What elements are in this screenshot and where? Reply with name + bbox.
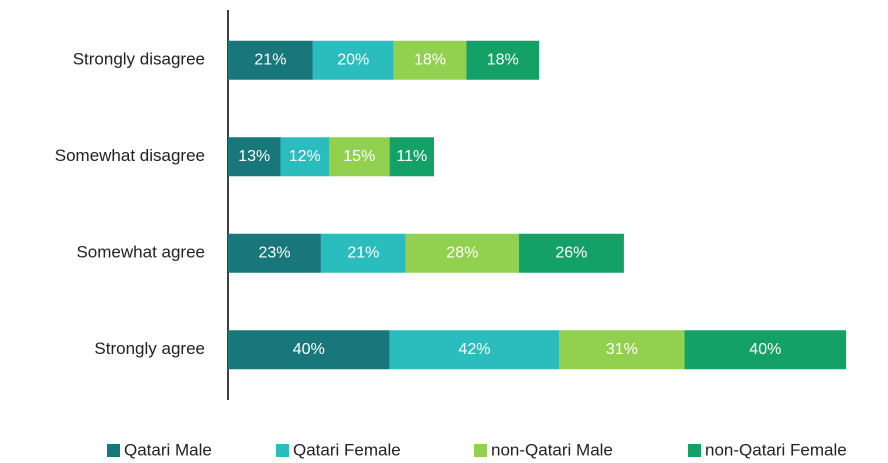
bar-segment [320, 233, 406, 273]
data-label: 18% [414, 51, 446, 68]
category-label: Somewhat agree [76, 243, 205, 262]
bar-segment [280, 137, 329, 177]
legend-label: non-Qatari Male [491, 440, 613, 459]
bar-segment [405, 233, 519, 273]
data-label: 21% [347, 244, 379, 261]
legend-label: non-Qatari Female [705, 440, 847, 459]
data-label: 18% [487, 51, 519, 68]
legend-swatch [276, 444, 289, 457]
category-label: Somewhat disagree [55, 146, 205, 165]
data-label: 20% [337, 51, 369, 68]
data-label: 31% [606, 341, 638, 358]
data-label: 23% [258, 244, 290, 261]
bar-segment [228, 137, 281, 177]
data-label: 12% [289, 148, 321, 165]
legend-label: Qatari Female [293, 440, 401, 459]
bar-segment [228, 233, 321, 273]
legend-swatch [107, 444, 120, 457]
data-label: 40% [749, 341, 781, 358]
bar-segment [389, 330, 560, 370]
data-label: 11% [396, 148, 427, 165]
bar-segment [228, 40, 313, 80]
data-label: 26% [555, 244, 587, 261]
legend-swatch [474, 444, 487, 457]
bar-segment [559, 330, 685, 370]
bar-segment [684, 330, 847, 370]
bar-segment [228, 330, 390, 370]
bar-segment [389, 137, 435, 177]
bar-segment [312, 40, 394, 80]
data-label: 42% [458, 341, 490, 358]
legend-swatch [688, 444, 701, 457]
bar-segment [329, 137, 390, 177]
data-label: 40% [293, 341, 325, 358]
bar-segment [518, 233, 624, 273]
bar-segment [466, 40, 540, 80]
data-label: 15% [343, 148, 375, 165]
data-label: 13% [238, 148, 270, 165]
bar-segment [393, 40, 467, 80]
data-label: 21% [254, 51, 286, 68]
category-label: Strongly disagree [73, 50, 205, 69]
data-label: 28% [446, 244, 478, 261]
category-label: Strongly agree [94, 339, 205, 358]
legend-label: Qatari Male [124, 440, 212, 459]
